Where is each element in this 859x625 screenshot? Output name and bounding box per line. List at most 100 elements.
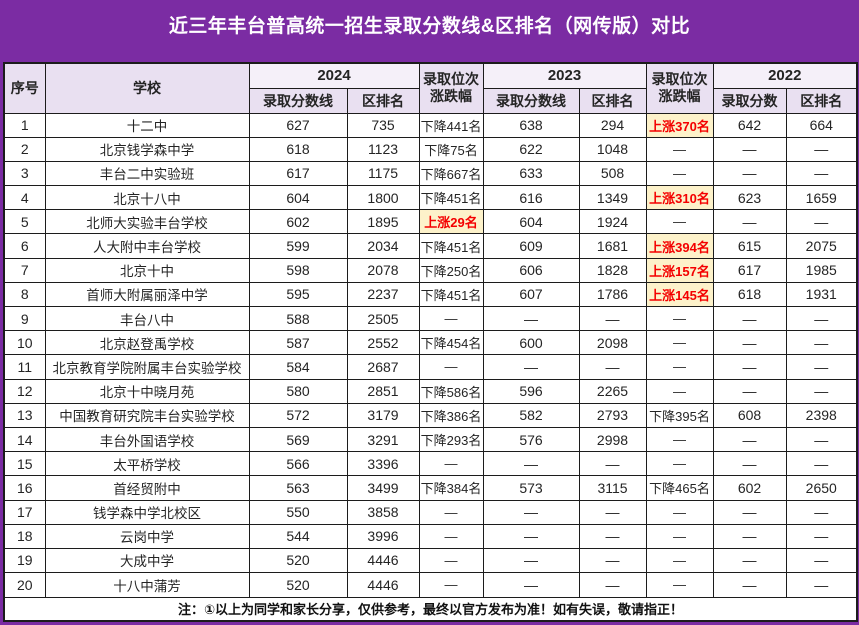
cell-rank-2023: — (578, 547, 647, 574)
cell-rank-change-2024: 下降293名 (418, 426, 484, 453)
cell-rank-2023: 1828 (578, 257, 647, 283)
header-rank-2022: 区排名 (785, 87, 858, 114)
table-row: 6 人大附中丰台学校 599 2034 下降451名 609 1681 上涨394名 615 20… (3, 233, 858, 259)
cell-rank-2023: — (578, 572, 647, 598)
title-bar: 近三年丰台普高统一招生录取分数线&区排名（网传版）对比 (0, 0, 859, 62)
cell-score-2023: 604 (482, 209, 580, 235)
cell-rank-2024: 3996 (346, 523, 420, 549)
table-row: 11 北京教育学院附属丰台实验学校 584 2687— — — — — — (3, 354, 858, 380)
cell-rank-change-2024: 下降250名 (418, 257, 484, 283)
cell-rank-change-2023: — (645, 426, 714, 453)
cell-rank-2022: — (785, 451, 858, 477)
cell-rank-2022: — (785, 354, 858, 380)
cell-score-2024: 550 (248, 499, 348, 525)
header-score-2022: 录取分数 (712, 87, 787, 114)
cell-rank-change-2023: — (645, 451, 714, 477)
cell-rank-change-2023: 上涨310名 (645, 185, 714, 211)
comparison-table: 序号 学校 2024 录取位次 涨跌幅 2023 录取位次 涨跌幅 2022 录… (3, 62, 858, 622)
cell-rank-2023: — (578, 305, 647, 332)
cell-index: 20 (3, 572, 46, 598)
cell-index: 8 (3, 281, 46, 308)
cell-rank-2022: — (785, 209, 858, 235)
cell-rank-2024: 1895 (346, 209, 420, 235)
cell-rank-2022: 664 (785, 112, 858, 138)
cell-rank-2024: 2505 (346, 305, 420, 332)
cell-rank-2023: — (578, 451, 647, 477)
cell-index: 12 (3, 378, 46, 404)
cell-rank-2023: — (578, 499, 647, 525)
header-rank-change-line1: 录取位次 (423, 70, 479, 87)
cell-rank-2022: 2650 (785, 475, 858, 501)
cell-rank-change-2023: — (645, 523, 714, 549)
header-rank-change-2023: 录取位次 涨跌幅 (645, 62, 714, 114)
table-row: 7 北京十中 598 2078 下降250名 606 1828 上涨157名 617 1985 (3, 257, 858, 283)
header-rank-change-line1: 录取位次 (651, 70, 708, 87)
table-row: 4 北京十八中 604 1800 下降451名 616 1349 上涨310名 623 1659 (3, 185, 858, 211)
cell-score-2023: 573 (482, 475, 580, 501)
cell-score-2022: — (712, 451, 787, 477)
cell-rank-2023: 1924 (578, 209, 647, 235)
header-index: 序号 (3, 62, 46, 114)
cell-index: 7 (3, 257, 46, 283)
cell-score-2022: 602 (712, 475, 787, 501)
cell-score-2024: 598 (248, 257, 348, 283)
cell-rank-change-2023: — (645, 572, 714, 598)
table-body: 1 十二中 627 735 下降441名 638 294 上涨370名 642 664 2 北京钱学森… (3, 112, 858, 598)
cell-score-2023: 576 (482, 426, 580, 453)
cell-score-2024: 588 (248, 305, 348, 332)
cell-rank-2022: 1985 (785, 257, 858, 283)
cell-school: 人大附中丰台学校 (44, 233, 250, 259)
cell-score-2022: — (712, 547, 787, 574)
table-row: 10 北京赵登禹学校 587 2552 下降454名 600 2098— — — (3, 330, 858, 356)
cell-rank-2024: 1123 (346, 136, 420, 162)
cell-rank-change-2024: 下降384名 (418, 475, 484, 501)
table-row: 14 丰台外国语学校 569 3291 下降293名 576 2998— — — (3, 426, 858, 453)
cell-rank-change-2024: — (418, 523, 484, 549)
cell-school: 丰台八中 (44, 305, 250, 332)
cell-rank-2024: 2237 (346, 281, 420, 308)
cell-rank-change-2024: — (418, 305, 484, 332)
cell-score-2022: 642 (712, 112, 787, 138)
cell-school: 太平桥学校 (44, 451, 250, 477)
cell-rank-2023: — (578, 354, 647, 380)
cell-rank-2024: 3179 (346, 402, 420, 428)
cell-score-2023: — (482, 451, 580, 477)
cell-score-2023: — (482, 305, 580, 332)
cell-rank-2022: — (785, 523, 858, 549)
table-row: 3 丰台二中实验班 617 1175 下降667名 633 508— — — (3, 160, 858, 187)
table-row: 12 北京十中晓月苑 580 2851 下降586名 596 2265— — — (3, 378, 858, 404)
cell-school: 中国教育研究院丰台实验学校 (44, 402, 250, 428)
cell-rank-2024: 2552 (346, 330, 420, 356)
cell-rank-change-2024: 下降451名 (418, 233, 484, 259)
cell-score-2024: 587 (248, 330, 348, 356)
cell-rank-2022: — (785, 305, 858, 332)
cell-score-2023: — (482, 523, 580, 549)
cell-score-2024: 563 (248, 475, 348, 501)
cell-rank-change-2024: 下降75名 (418, 136, 484, 162)
cell-rank-2023: — (578, 523, 647, 549)
cell-score-2023: — (482, 547, 580, 574)
cell-index: 16 (3, 475, 46, 501)
cell-rank-2022: — (785, 378, 858, 404)
cell-score-2022: 623 (712, 185, 787, 211)
cell-score-2024: 599 (248, 233, 348, 259)
table-row: 20 十八中蒲芳 520 4446— — — — — — (3, 572, 858, 598)
header-rank-2023: 区排名 (578, 87, 647, 114)
cell-rank-change-2023: — (645, 305, 714, 332)
cell-rank-2024: 2078 (346, 257, 420, 283)
cell-rank-2023: 508 (578, 160, 647, 187)
cell-score-2024: 566 (248, 451, 348, 477)
cell-score-2022: 615 (712, 233, 787, 259)
cell-rank-2024: 3499 (346, 475, 420, 501)
header-score-line-2023: 录取分数线 (482, 87, 580, 114)
cell-rank-change-2023: — (645, 499, 714, 525)
table-footer: 注：①以上为同学和家长分享，仅供参考，最终以官方发布为准！如有失误，敬请指正！ (3, 596, 858, 622)
cell-rank-2024: 1800 (346, 185, 420, 211)
header-year-2022: 2022 (712, 62, 858, 89)
cell-rank-change-2023: 上涨370名 (645, 112, 714, 138)
cell-score-2022: — (712, 160, 787, 187)
cell-score-2022: — (712, 499, 787, 525)
table-row: 13 中国教育研究院丰台实验学校 572 3179 下降386名 582 2793 下降395… (3, 402, 858, 428)
cell-rank-2022: — (785, 547, 858, 574)
cell-rank-2023: 1681 (578, 233, 647, 259)
